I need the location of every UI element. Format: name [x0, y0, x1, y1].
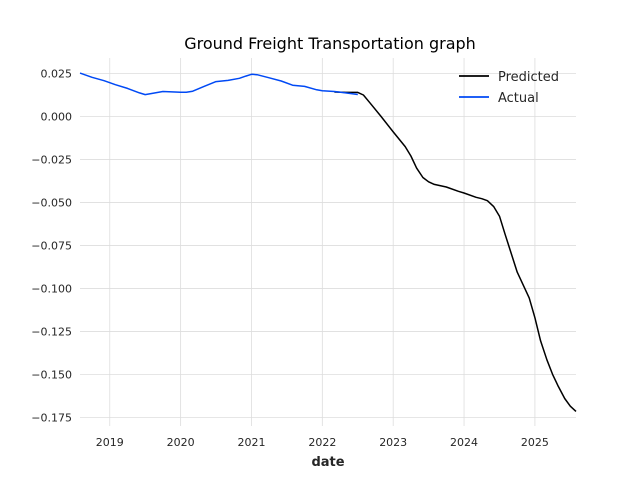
y-tick-label: −0.075: [31, 239, 72, 252]
grid-lines: [80, 58, 576, 426]
y-tick-label: −0.125: [31, 325, 72, 338]
y-tick-label: −0.050: [31, 196, 72, 209]
x-tick-label: 2023: [379, 436, 407, 449]
y-tick-label: 0.000: [41, 110, 73, 123]
x-tick-label: 2024: [450, 436, 478, 449]
series-lines: [79, 72, 577, 412]
y-tick-label: −0.150: [31, 368, 72, 381]
chart-title: Ground Freight Transportation graph: [184, 34, 476, 53]
x-axis-label: date: [311, 455, 344, 470]
legend-label-predicted: Predicted: [498, 70, 559, 85]
x-tick-label: 2019: [96, 436, 124, 449]
y-tick-label: −0.100: [31, 282, 72, 295]
x-tick-label: 2025: [521, 436, 549, 449]
series-line-actual: [79, 72, 358, 96]
legend-label-actual: Actual: [498, 91, 539, 106]
x-tick-label: 2020: [167, 436, 195, 449]
x-axis: 2019 2020 2021 2022 2023 2024 2025: [96, 436, 549, 449]
x-tick-label: 2022: [308, 436, 336, 449]
series-line-predicted: [334, 91, 577, 412]
y-tick-label: −0.175: [31, 411, 72, 424]
legend: Predicted Actual: [459, 70, 559, 106]
x-tick-label: 2021: [237, 436, 265, 449]
y-axis: 0.025 0.000 −0.025 −0.050 −0.075 −0.100 −0.125…: [31, 67, 72, 424]
y-tick-label: −0.025: [31, 153, 72, 166]
y-tick-label: 0.025: [41, 67, 73, 80]
